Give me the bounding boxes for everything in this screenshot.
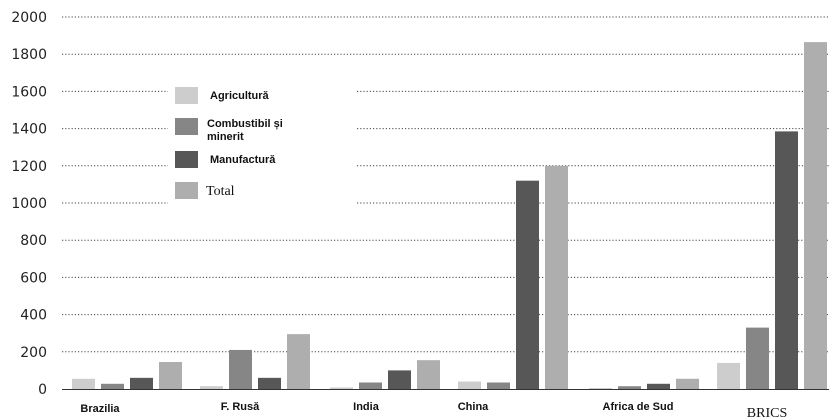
bar — [545, 165, 568, 389]
y-tick-label: 1400 — [11, 122, 47, 138]
bar — [388, 370, 411, 389]
y-tick-label: 1800 — [11, 47, 47, 63]
y-tick-label: 200 — [20, 345, 47, 361]
y-tick-label: 0 — [38, 382, 47, 398]
bar — [647, 383, 670, 389]
legend-label: Manufactură — [210, 154, 276, 166]
bar — [676, 378, 699, 389]
legend-swatch — [175, 151, 198, 168]
bar — [589, 388, 612, 389]
y-tick-label: 1000 — [11, 196, 47, 212]
bar — [72, 378, 95, 389]
legend-label: Total — [206, 184, 235, 199]
bar — [618, 386, 641, 389]
bar — [487, 382, 510, 389]
legend-swatch — [175, 118, 198, 135]
bar — [458, 381, 481, 389]
category-label: China — [458, 401, 489, 413]
bar — [775, 131, 798, 389]
y-tick-label: 400 — [20, 308, 47, 324]
category-label: Africa de Sud — [603, 401, 674, 413]
bar — [804, 42, 827, 390]
category-label: India — [353, 401, 380, 413]
bar — [417, 360, 440, 389]
bar — [717, 362, 740, 389]
bar — [200, 386, 223, 389]
legend-swatch — [175, 182, 198, 199]
y-tick-label: 800 — [20, 233, 47, 249]
bar — [159, 362, 182, 389]
y-tick-label: 2000 — [11, 10, 47, 26]
bar — [258, 377, 281, 389]
category-label: BRICS — [747, 406, 787, 419]
bar — [287, 334, 310, 389]
legend-label: Agricultură — [210, 90, 270, 102]
category-label: F. Rusă — [221, 401, 260, 413]
bar — [516, 180, 539, 389]
y-tick-label: 1600 — [11, 84, 47, 100]
y-tick-label: 1200 — [11, 159, 47, 175]
bar — [130, 377, 153, 389]
bar — [359, 382, 382, 389]
bar — [330, 387, 353, 389]
bar — [229, 349, 252, 389]
y-tick-label: 600 — [20, 270, 47, 286]
legend-label: Combustibil și minerit — [207, 118, 283, 143]
bar — [746, 327, 769, 389]
legend-swatch — [175, 87, 198, 104]
category-label: Brazilia — [80, 403, 120, 415]
bar — [101, 383, 124, 389]
